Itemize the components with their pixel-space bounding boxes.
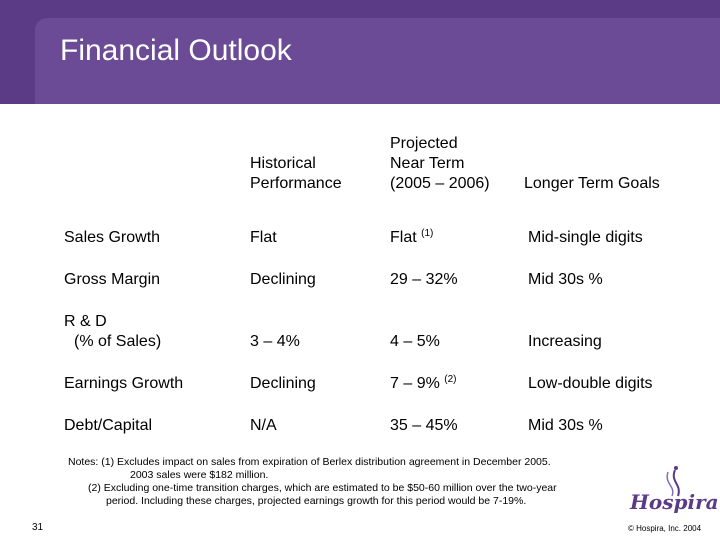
header-panel [35,18,720,104]
cell-sales-near-term-value: Flat [390,229,417,246]
cell-rd-longer-term: Increasing [528,333,602,350]
cell-margin-near-term: 29 – 32% [390,271,458,288]
cell-sales-near-term: Flat (1) [390,228,433,250]
row-label-rd-line1: R & D [64,313,107,330]
cell-debt-historical: N/A [250,417,277,434]
row-label-rd: R & D (% of Sales) [64,312,161,352]
header-historical-line2: Performance [250,175,342,192]
cell-rd-historical: 3 – 4% [250,333,300,350]
footnote-line-1: Notes: (1) Excludes impact on sales from… [68,456,551,468]
cell-debt-longer-term: Mid 30s % [528,417,603,434]
row-label-earnings-growth: Earnings Growth [64,375,184,392]
cell-sales-longer-term: Mid-single digits [528,229,643,246]
page-number: 31 [32,522,44,533]
copyright: © Hospira, Inc. 2004 [628,524,702,533]
cell-margin-longer-term: Mid 30s % [528,271,603,288]
cell-sales-historical: Flat [250,229,277,246]
row-label-sales-growth: Sales Growth [64,229,161,246]
header-near-term: Projected Near Term (2005 – 2006) [390,134,490,194]
header-near-term-line2: Near Term [390,155,465,172]
header-longer-term: Longer Term Goals [524,174,660,194]
header-near-term-line1: Projected [390,135,458,152]
footnotes: Notes: (1) Excludes impact on sales from… [68,456,633,508]
cell-rd-near-term: 4 – 5% [390,333,440,350]
header-historical: Historical Performance [250,154,342,194]
logo-wordmark: Hospira [630,490,719,514]
hospira-logo-icon [666,466,680,497]
row-label-debt-capital: Debt/Capital [64,417,153,434]
footnote-line-2: 2003 sales were $182 million. [130,469,269,481]
footnote-ref-1: (1) [421,228,434,239]
footnote-line-3: (2) Excluding one-time transition charge… [88,482,557,494]
cell-margin-historical: Declining [250,271,316,288]
header-band [0,0,720,104]
cell-earnings-near-term: 7 – 9% (2) [390,374,457,396]
row-label-rd-line2: (% of Sales) [74,333,162,350]
cell-earnings-historical: Declining [250,375,316,392]
row-label-gross-margin: Gross Margin [64,271,161,288]
cell-earnings-near-term-value: 7 – 9% [390,375,440,392]
cell-debt-near-term: 35 – 45% [390,417,458,434]
header-historical-line1: Historical [250,155,316,172]
header-longer-term-line1: Longer Term Goals [524,175,660,192]
slide-title: Financial Outlook [60,34,292,67]
cell-earnings-longer-term: Low-double digits [528,375,653,392]
header-near-term-line3: (2005 – 2006) [390,175,490,192]
footnote-ref-2: (2) [444,374,457,385]
footnote-line-4: period. Including these charges, project… [106,495,527,507]
